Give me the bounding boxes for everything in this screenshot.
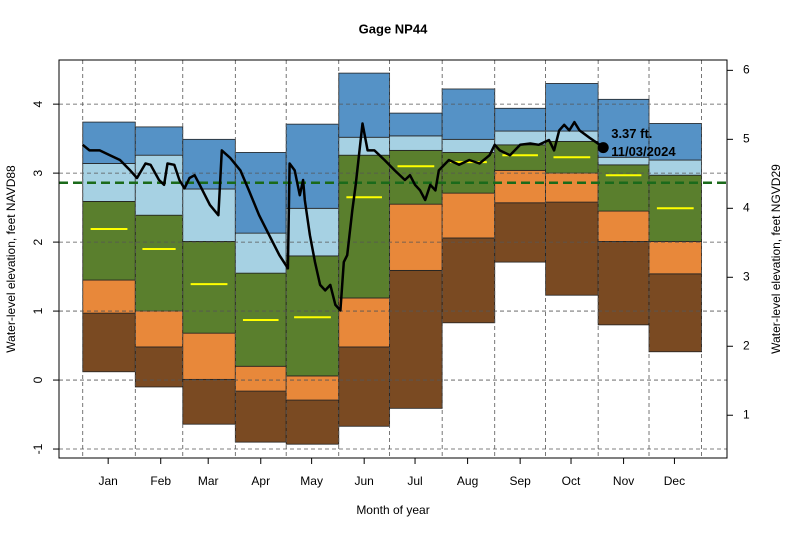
- x-tick-label: Jul: [407, 474, 422, 488]
- percentile-band: [82, 201, 136, 281]
- y2-tick-label: 1: [743, 407, 750, 421]
- chart-title: Gage NP44: [359, 21, 428, 36]
- x-tick-label: Nov: [613, 474, 634, 488]
- percentile-band: [389, 149, 443, 205]
- current-point: [597, 142, 609, 154]
- percentile-band: [389, 203, 443, 271]
- percentile-band: [494, 202, 546, 263]
- percentile-band: [234, 152, 287, 234]
- x-tick-label: Jun: [354, 474, 373, 488]
- x-tick-label: Oct: [562, 474, 581, 488]
- y2-axis-label: Water-level elevation, feet NGVD29: [769, 164, 783, 354]
- percentile-band: [285, 255, 340, 377]
- x-axis-label: Month of year: [356, 503, 429, 517]
- percentile-band: [441, 138, 496, 153]
- percentile-band: [134, 154, 184, 216]
- percentile-band: [494, 130, 546, 146]
- percentile-band: [494, 169, 546, 204]
- percentile-band: [182, 241, 236, 334]
- percentile-band: [441, 237, 496, 324]
- x-tick-label: Feb: [150, 474, 171, 488]
- y-tick-label: 2: [31, 238, 45, 245]
- percentile-band: [389, 269, 443, 409]
- percentile-band: [389, 112, 443, 137]
- y2-tick-label: 3: [743, 269, 750, 283]
- y2-tick-label: 2: [743, 338, 750, 352]
- x-tick-label: Aug: [457, 474, 478, 488]
- x-tick-label: May: [300, 474, 323, 488]
- y-axis-label: Water-level elevation, feet NAVD88: [4, 165, 18, 353]
- y-tick-label: 1: [31, 307, 45, 314]
- x-tick-label: Dec: [664, 474, 685, 488]
- point-date: 11/03/2024: [611, 144, 676, 159]
- percentile-band: [182, 188, 236, 242]
- y-tick-label: 0: [31, 376, 45, 383]
- percentile-band: [648, 123, 702, 161]
- percentile-band: [338, 154, 391, 299]
- percentile-band: [182, 378, 236, 425]
- percentile-band: [648, 241, 702, 275]
- x-tick-label: Jan: [98, 474, 117, 488]
- percentile-band: [182, 332, 236, 380]
- x-tick-label: Sep: [509, 474, 531, 488]
- percentile-band: [338, 346, 391, 427]
- percentile-band: [441, 88, 496, 140]
- y2-tick-label: 6: [743, 63, 750, 77]
- percentile-band: [441, 192, 496, 239]
- percentile-band: [285, 375, 340, 401]
- y-tick-label: 3: [31, 169, 45, 176]
- percentile-band: [82, 279, 136, 314]
- percentile-band: [134, 126, 184, 156]
- point-label: 3.37 ft.: [611, 126, 652, 141]
- plot-frame: [58, 59, 728, 459]
- percentile-band: [134, 310, 184, 348]
- percentile-band: [285, 123, 340, 209]
- percentile-band: [134, 214, 184, 312]
- percentile-band: [597, 164, 650, 212]
- water-level-line: [81, 120, 604, 312]
- percentile-band: [648, 273, 702, 353]
- percentile-band: [545, 172, 599, 203]
- percentile-band: [234, 390, 287, 443]
- percentile-band: [597, 210, 650, 242]
- percentile-band: [234, 365, 287, 392]
- percentile-band: [285, 399, 340, 445]
- y-tick-label: -1: [31, 443, 45, 454]
- percentile-band: [82, 121, 136, 164]
- x-tick-label: Mar: [198, 474, 219, 488]
- y2-tick-label: 5: [743, 131, 750, 145]
- percentile-band: [545, 130, 599, 142]
- y-tick-label: 4: [31, 100, 45, 107]
- y2-tick-label: 4: [743, 200, 750, 214]
- percentile-band: [338, 297, 391, 348]
- percentile-band: [134, 346, 184, 388]
- percentile-band: [389, 135, 443, 151]
- percentile-band: [597, 241, 650, 326]
- percentile-band: [494, 107, 546, 132]
- percentile-band: [545, 83, 599, 132]
- percentile-band: [545, 201, 599, 296]
- percentile-band: [494, 144, 546, 171]
- x-tick-label: Apr: [251, 474, 270, 488]
- percentile-band: [182, 138, 236, 190]
- percentile-band: [338, 136, 391, 156]
- percentile-band: [82, 312, 136, 373]
